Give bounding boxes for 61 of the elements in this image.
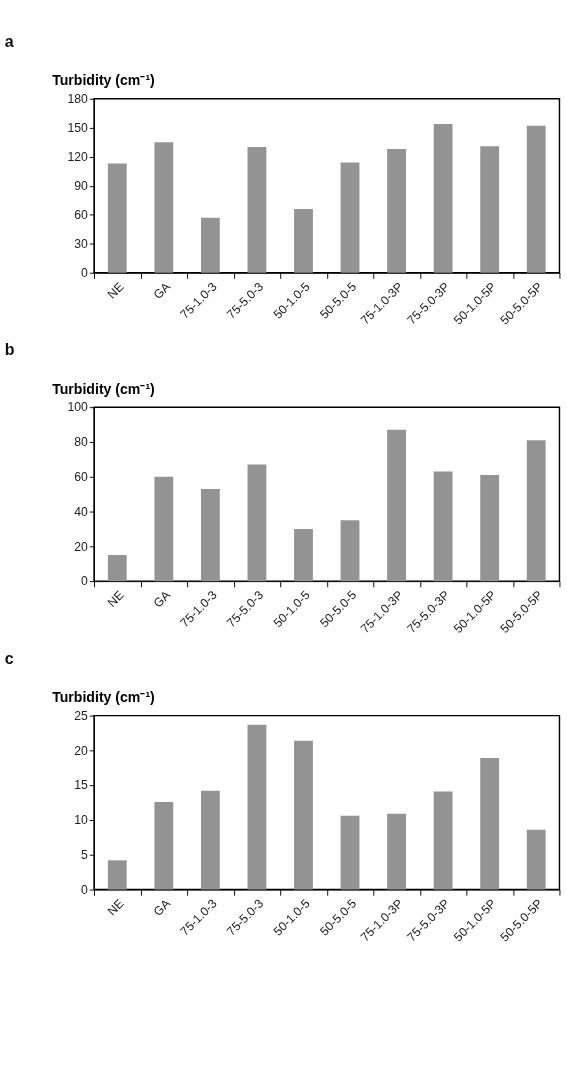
y-tick-label: 90 [74, 178, 89, 193]
y-tick-label: 20 [74, 539, 89, 554]
bar [433, 123, 453, 273]
chart-title: c [4, 649, 14, 667]
bar [294, 208, 313, 273]
bar [247, 724, 267, 890]
y-tick-label: 5 [81, 848, 89, 863]
y-tick-label: 180 [67, 92, 89, 107]
bar [340, 815, 360, 890]
bar [154, 801, 174, 890]
y-tick-label: 60 [74, 470, 89, 485]
bar [154, 476, 174, 582]
bar [340, 162, 360, 273]
y-tick-label: 0 [81, 574, 89, 589]
y-tick-label: 100 [67, 400, 89, 415]
bar [526, 829, 546, 890]
y-tick-label: 15 [74, 778, 89, 793]
x-tick-label: NE [104, 279, 127, 302]
bar [480, 146, 500, 273]
y-tick-label: 0 [81, 882, 89, 897]
y-tick-label: 30 [74, 236, 89, 251]
y-tick-label: 25 [74, 708, 89, 723]
bar [200, 217, 220, 273]
chart-title: b [4, 341, 15, 359]
y-tick-label: 10 [74, 813, 89, 828]
x-tick-label: GA [150, 587, 174, 611]
bar [294, 740, 313, 890]
x-tick-label: GA [150, 279, 174, 302]
bar [107, 860, 127, 890]
bar [107, 555, 127, 582]
y-tick-label: 120 [67, 149, 89, 164]
bar [387, 149, 406, 273]
y-tick-label: 150 [67, 121, 89, 135]
y-tick-label: 60 [74, 207, 89, 222]
bar [433, 791, 453, 890]
y-tick-label: 40 [74, 504, 89, 519]
bar [200, 790, 220, 890]
y-tick-label: 0 [81, 265, 89, 280]
x-tick-label: GA [150, 895, 174, 919]
y-axis-title: Turbidity (cm⁻¹) [52, 380, 155, 397]
y-axis-title: Turbidity (cm⁻¹) [52, 72, 155, 89]
bar [387, 429, 406, 582]
bar [247, 147, 267, 273]
y-tick-label: 80 [74, 435, 89, 450]
bar [526, 440, 546, 582]
bar [247, 464, 267, 582]
x-tick-label: NE [104, 896, 127, 919]
bar [154, 142, 174, 273]
bar [340, 520, 360, 582]
chart-title: a [4, 33, 14, 51]
bar [294, 528, 313, 582]
bar [480, 475, 500, 582]
x-tick-label: NE [104, 588, 127, 610]
bar [526, 125, 546, 273]
bar [480, 758, 500, 890]
y-tick-label: 20 [74, 743, 89, 758]
bar [433, 471, 453, 582]
bar [200, 488, 220, 582]
bar [387, 813, 406, 890]
y-axis-title: Turbidity (cm⁻¹) [52, 688, 155, 705]
bar [107, 163, 127, 273]
